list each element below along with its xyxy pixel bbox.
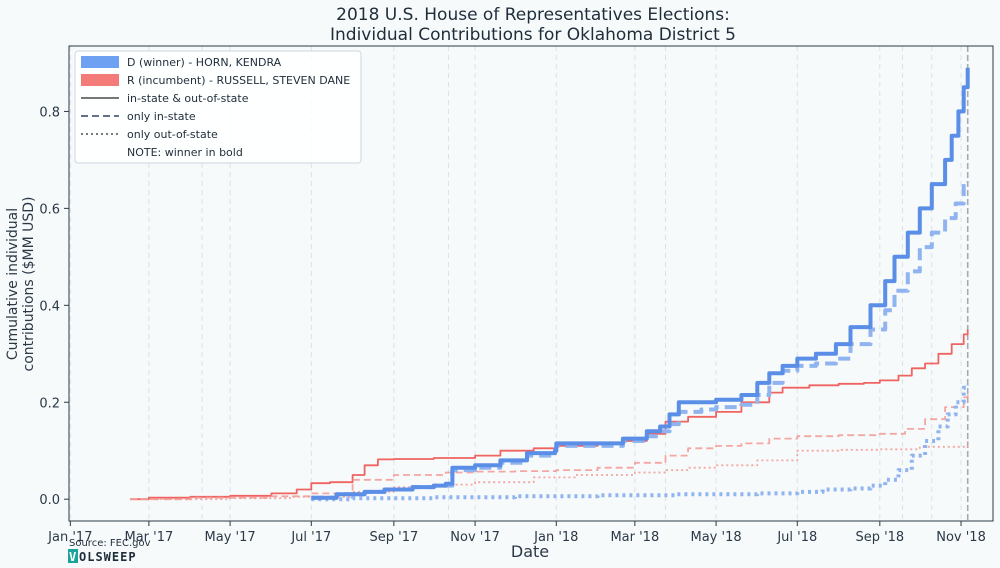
- series-line-horn-solid: [311, 67, 970, 500]
- x-tick-label-10: Sep '18: [855, 530, 904, 545]
- x-tick-label-7: Mar '18: [610, 530, 659, 545]
- legend-swatch-1: [81, 74, 119, 86]
- legend-items: D (winner) - HORN, KENDRA R (incumbent) -…: [81, 56, 350, 159]
- legend-label-0: D (winner) - HORN, KENDRA: [127, 56, 282, 69]
- grid-lines: [69, 46, 969, 521]
- series-lines: [130, 67, 970, 502]
- legend-label-5: NOTE: winner in bold: [127, 146, 243, 159]
- x-tick-label-6: Jan '18: [533, 530, 578, 545]
- series-line-russell-dotted: [130, 441, 969, 501]
- legend: D (winner) - HORN, KENDRA R (incumbent) -…: [74, 50, 362, 164]
- logo-badge: [68, 549, 78, 563]
- plot-frame: [68, 45, 994, 522]
- legend-label-2: in-state & out-of-state: [127, 92, 249, 105]
- legend-box: [74, 50, 362, 164]
- x-tick-label-9: Jul '18: [776, 530, 817, 545]
- x-tick-label-0: Jan '17: [47, 530, 92, 545]
- source-note: Source: FEC.gov: [69, 538, 151, 549]
- series-line-russell-solid: [130, 329, 969, 501]
- y-tick-label-0: 0.0: [39, 493, 60, 508]
- y-tick-label-4: 0.8: [39, 105, 60, 120]
- y-axis-title-line-2: contributions ($MM USD): [21, 197, 37, 372]
- legend-swatch-0: [81, 56, 119, 68]
- y-axis: 0.0 0.2 0.4 0.6 0.8: [39, 105, 69, 508]
- volsweep-logo: V OLSWEEP: [68, 549, 137, 564]
- x-axis: Jan '17 Mar '17 May '17 Jul '17 Sep '17 Nov '…: [47, 521, 986, 545]
- y-tick-label-1: 0.2: [39, 396, 60, 411]
- chart-title-line-1: 2018 U.S. House of Representatives Elect…: [336, 5, 730, 25]
- x-tick-label-8: May '18: [691, 530, 742, 545]
- x-axis-title: Date: [511, 542, 549, 561]
- x-tick-label-1: Mar '17: [124, 530, 173, 545]
- y-axis-title-line-1: Cumulative individual: [5, 208, 21, 360]
- chart-title-line-2: Individual Contributions for Oklahoma Di…: [330, 25, 736, 45]
- y-tick-label-2: 0.4: [39, 299, 60, 314]
- x-tick-label-4: Sep '17: [369, 530, 418, 545]
- legend-label-1: R (incumbent) - RUSSELL, STEVEN DANE: [127, 74, 350, 87]
- logo-first-letter: V: [69, 550, 77, 564]
- logo-rest: OLSWEEP: [79, 550, 137, 564]
- series-line-russell-dashed: [130, 392, 969, 501]
- y-tick-label-3: 0.6: [39, 202, 60, 217]
- x-tick-label-5: Nov '17: [450, 530, 500, 545]
- x-tick-label-2: May '17: [205, 530, 256, 545]
- x-tick-label-3: Jul '17: [290, 530, 331, 545]
- x-tick-label-11: Nov '18: [936, 530, 986, 545]
- series-line-horn-dashed: [311, 181, 970, 500]
- series-line-horn-dotted: [311, 385, 970, 502]
- legend-label-4: only out-of-state: [127, 128, 218, 141]
- legend-label-3: only in-state: [127, 110, 196, 123]
